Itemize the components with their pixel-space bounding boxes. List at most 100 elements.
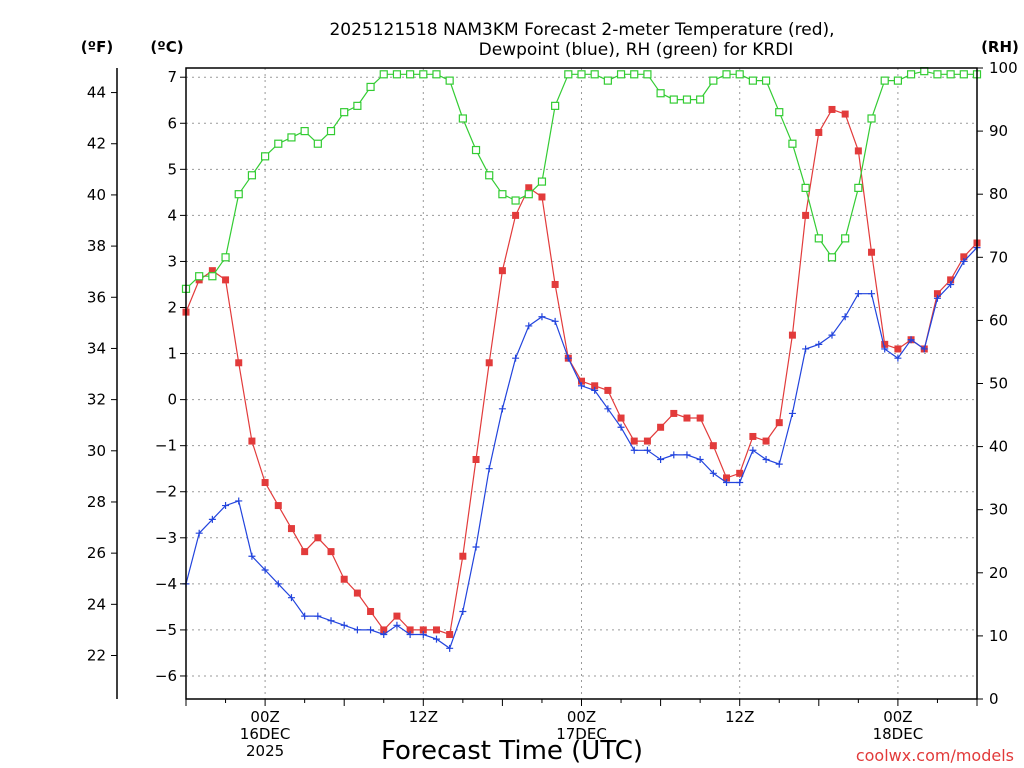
- dewpoint-point: [578, 382, 585, 390]
- dewpoint-point: [274, 580, 282, 588]
- fahrenheit-tick-label: 44: [87, 84, 106, 102]
- x-tick-label: 00Z: [567, 708, 596, 726]
- dewpoint-point: [736, 479, 744, 487]
- dewpoint-point: [564, 354, 572, 362]
- temperature-point: [340, 575, 348, 583]
- dewpoint-point: [367, 626, 375, 634]
- celsius-tick-label: 4: [167, 206, 177, 224]
- rh-tick-label: 80: [989, 185, 1008, 203]
- celsius-tick-label: 1: [167, 345, 177, 363]
- rh-point: [577, 70, 586, 79]
- temperature-point: [881, 340, 889, 348]
- rh-line: [185, 70, 977, 290]
- dewpoint-point: [446, 644, 454, 652]
- rh-point: [616, 70, 626, 79]
- temperature-point: [419, 626, 427, 634]
- rh-point: [537, 177, 547, 186]
- rh-point: [221, 253, 230, 262]
- rh-point: [195, 272, 204, 281]
- dewpoint-point: [894, 354, 902, 362]
- dewpoint-point: [907, 336, 915, 344]
- rh-point: [854, 183, 863, 192]
- dewpoint-point: [551, 317, 559, 325]
- celsius-tick-label: 0: [167, 391, 177, 409]
- rh-point: [234, 190, 243, 199]
- fahrenheit-tick-label: 42: [87, 135, 106, 153]
- rh-point: [498, 190, 507, 199]
- temperature-point: [551, 280, 559, 288]
- dewpoint-point: [222, 502, 230, 510]
- dewpoint-point: [630, 446, 638, 454]
- rh-point: [801, 183, 810, 192]
- dewpoint-point: [406, 631, 414, 639]
- rh-point: [696, 95, 705, 104]
- axes: −6−5−4−3−2−10123456722242628303234363840…: [87, 59, 1018, 760]
- rh-point: [300, 126, 309, 136]
- temperature-point: [446, 631, 454, 639]
- dewpoint-point: [657, 455, 665, 463]
- fahrenheit-tick-label: 22: [87, 647, 106, 665]
- rh-point: [827, 253, 837, 262]
- dewpoint-point: [301, 612, 309, 620]
- celsius-tick-label: −4: [155, 575, 177, 593]
- temperature-point: [775, 419, 783, 427]
- fahrenheit-tick-label: 34: [87, 339, 106, 357]
- rh-point: [392, 70, 402, 79]
- dewpoint-point: [327, 617, 335, 625]
- rh-point: [630, 70, 639, 79]
- dewpoint-point: [643, 446, 651, 454]
- rh-point: [564, 70, 573, 79]
- temperature-point: [235, 359, 243, 367]
- fahrenheit-tick-label: 40: [87, 186, 106, 204]
- rh-point: [775, 108, 784, 117]
- dewpoint-point: [248, 552, 256, 560]
- temperature-point: [696, 414, 704, 422]
- temperature-point: [749, 432, 757, 440]
- celsius-tick-label: 7: [167, 68, 177, 86]
- temperature-point: [353, 589, 361, 597]
- dewpoint-point: [802, 345, 810, 353]
- rh-point: [735, 70, 744, 79]
- credit-text: coolwx.com/models: [856, 746, 1014, 765]
- celsius-tick-label: −2: [155, 483, 177, 501]
- rh-point: [353, 101, 362, 110]
- temperature-point: [960, 253, 968, 261]
- rh-axis-unit: (RH): [981, 38, 1019, 56]
- temperature-point: [617, 414, 625, 422]
- temperature-point: [301, 548, 309, 556]
- dewpoint-point: [841, 313, 849, 321]
- rh-point: [340, 108, 349, 117]
- rh-point: [946, 70, 955, 79]
- temperature-point: [630, 437, 638, 445]
- dewpoint-point: [380, 631, 388, 639]
- dewpoint-point: [261, 566, 269, 574]
- rh-point: [551, 101, 560, 110]
- temperature-point: [459, 552, 467, 560]
- dewpoint-point: [788, 409, 796, 417]
- temperature-point: [894, 345, 902, 353]
- temperature-point: [828, 105, 836, 113]
- temperature-point: [287, 525, 295, 533]
- x-tick-label: 2025: [246, 742, 284, 760]
- temperature-point: [788, 331, 796, 339]
- fahrenheit-tick-label: 28: [87, 493, 106, 511]
- dewpoint-point: [525, 322, 533, 330]
- dewpoint-point: [314, 612, 322, 620]
- rh-point: [867, 114, 876, 123]
- rh-point: [709, 76, 718, 85]
- dewpoint-point: [512, 354, 520, 362]
- rh-point: [761, 76, 771, 85]
- temperature-point: [604, 386, 612, 394]
- rh-point: [313, 139, 322, 148]
- temperature-point: [327, 548, 335, 556]
- dewpoint-point: [432, 635, 440, 643]
- celsius-tick-label: 3: [167, 252, 177, 270]
- dewpoint-point: [353, 626, 361, 634]
- rh-point: [287, 133, 296, 142]
- temperature-point: [578, 377, 585, 385]
- rh-tick-label: 20: [989, 564, 1008, 582]
- dewpoint-point: [287, 594, 295, 602]
- dewpoint-point: [920, 345, 928, 353]
- temperature-point: [525, 184, 533, 192]
